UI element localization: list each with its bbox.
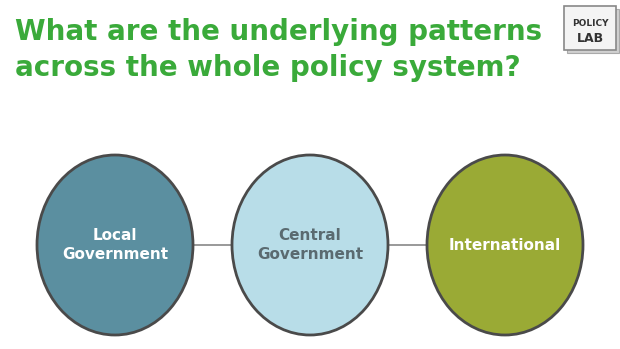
Text: Central
Government: Central Government xyxy=(257,228,363,262)
FancyBboxPatch shape xyxy=(564,6,616,50)
Text: POLICY: POLICY xyxy=(572,18,608,28)
FancyBboxPatch shape xyxy=(567,9,619,53)
Ellipse shape xyxy=(37,155,193,335)
Ellipse shape xyxy=(427,155,583,335)
Text: What are the underlying patterns
across the whole policy system?: What are the underlying patterns across … xyxy=(15,18,542,82)
Text: LAB: LAB xyxy=(577,31,603,45)
Ellipse shape xyxy=(232,155,388,335)
Text: Local
Government: Local Government xyxy=(62,228,168,262)
Text: International: International xyxy=(449,238,561,252)
